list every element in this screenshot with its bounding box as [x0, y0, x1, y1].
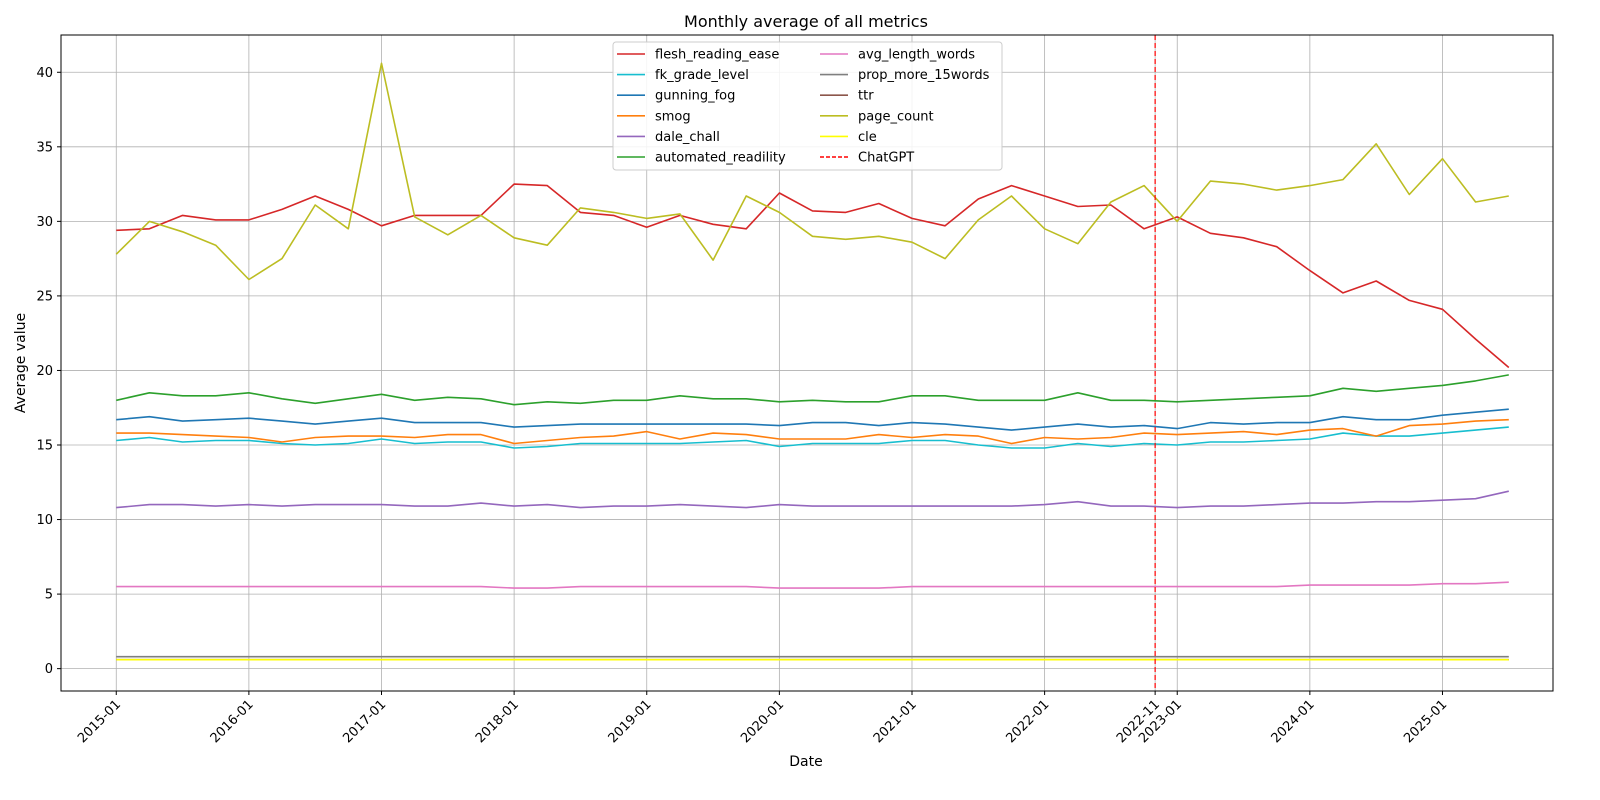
legend-item-gunning-fog: gunning_fog	[617, 89, 735, 104]
series-line-dale-chall	[116, 490, 1509, 509]
legend-label: cle	[858, 130, 877, 145]
legend-item-avg-length-words: avg_length_words	[820, 48, 975, 63]
y-tick-label: 20	[36, 364, 53, 379]
series-line-page-count	[115, 62, 1509, 281]
y-tick-label: 40	[36, 66, 53, 81]
legend-item-page-count: page_count	[820, 109, 934, 124]
legend-item-automated-readility: automated_readility	[617, 151, 786, 166]
legend-label: page_count	[858, 109, 934, 124]
series-line-fk-grade-level	[116, 426, 1509, 449]
legend-label: ttr	[858, 89, 874, 104]
legend-item-prop-more-15words: prop_more_15words	[820, 68, 990, 83]
y-tick-label: 35	[36, 140, 53, 155]
y-axis: 0 5 10 15 20 25 30 35 40	[36, 66, 61, 677]
legend-item-chatgpt: ChatGPT	[820, 151, 914, 166]
series-layer	[115, 62, 1510, 661]
series-line-gunning-fog	[116, 408, 1509, 431]
legend-label: dale_chall	[655, 130, 720, 145]
series-line-avg-length-words	[116, 581, 1509, 589]
legend-label: gunning_fog	[655, 89, 735, 104]
legend-item-ttr: ttr	[820, 89, 874, 104]
legend-label: flesh_reading_ease	[655, 48, 779, 63]
y-tick-label: 25	[36, 289, 53, 304]
grid	[61, 35, 1553, 691]
legend-frame	[612, 41, 1003, 171]
y-tick-label: 5	[45, 588, 53, 603]
legend-item-fk-grade-level: fk_grade_level	[617, 68, 749, 83]
y-axis-title: Average value	[13, 313, 29, 413]
series-line-automated-readility	[116, 374, 1509, 406]
legend-item-cle: cle	[820, 130, 877, 145]
legend-label: automated_readility	[655, 151, 786, 166]
series-line-smog	[116, 418, 1509, 445]
plot-frame	[60, 34, 1554, 692]
legend-item-flesh-reading-ease: flesh_reading_ease	[617, 48, 779, 63]
y-tick-label: 10	[36, 513, 53, 528]
legend-label: avg_length_words	[858, 48, 975, 63]
y-tick-label: 15	[36, 439, 53, 454]
legend-label: fk_grade_level	[655, 68, 749, 83]
legend-label: prop_more_15words	[858, 68, 990, 83]
y-tick-label: 0	[45, 662, 53, 677]
chart-title: Monthly average of all metrics	[684, 12, 928, 31]
y-tick-label: 30	[36, 215, 53, 230]
x-axis-title: Date	[789, 754, 822, 770]
series-line-flesh-reading-ease	[116, 183, 1510, 369]
legend: flesh_reading_ease fk_grade_level gunning_…	[612, 41, 1003, 171]
legend-item-dale-chall: dale_chall	[617, 130, 720, 145]
legend-label: ChatGPT	[858, 151, 914, 166]
legend-item-smog: smog	[617, 109, 691, 124]
legend-label: smog	[655, 109, 691, 124]
